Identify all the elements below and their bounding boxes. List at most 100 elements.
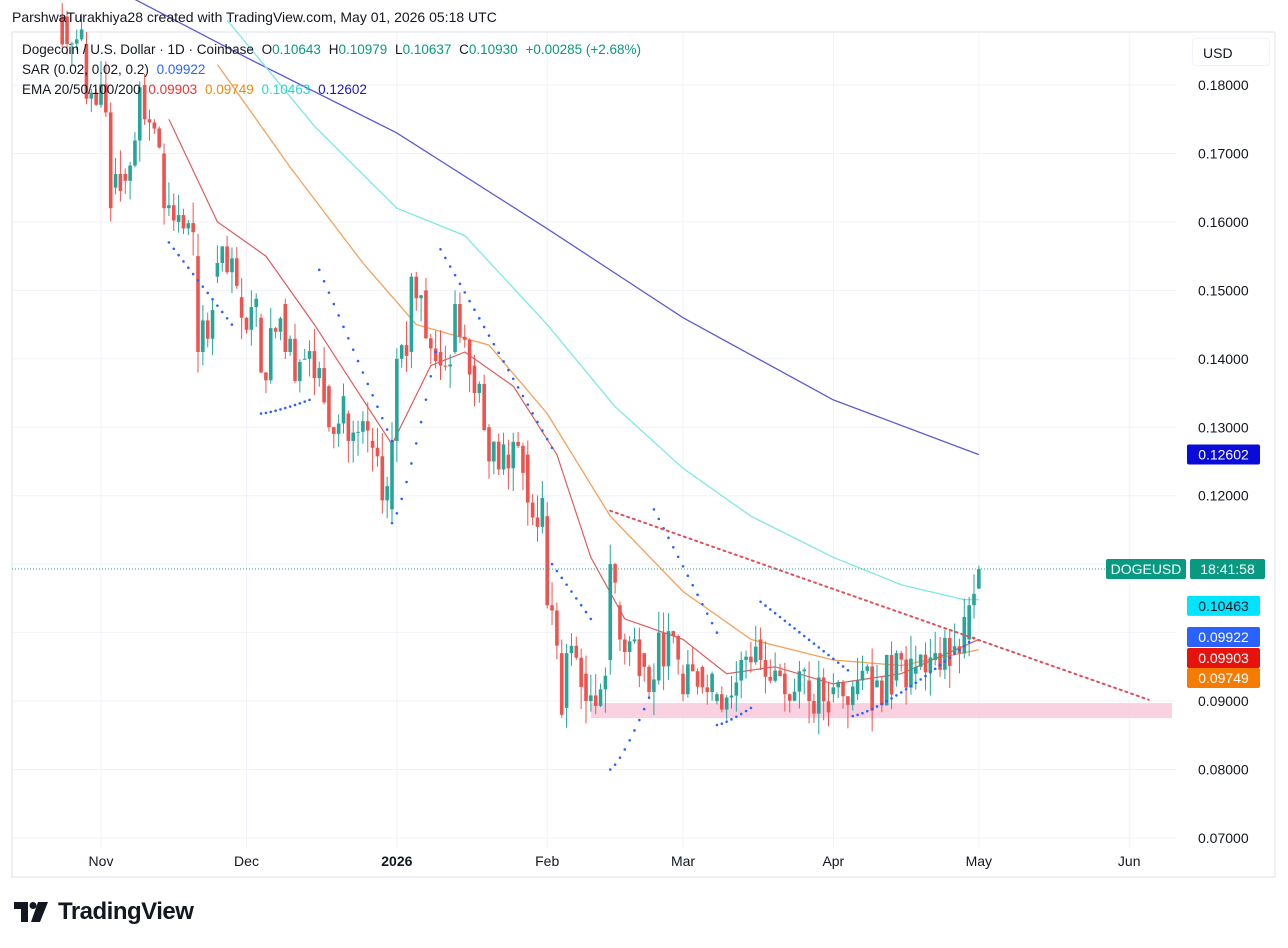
candle-down	[593, 695, 598, 706]
candle-up	[739, 659, 743, 681]
candle-up	[632, 639, 637, 642]
sar-dot	[836, 661, 840, 664]
sar-dot	[511, 377, 515, 381]
candle-down	[516, 441, 520, 446]
candle-down	[496, 441, 501, 470]
candle-down	[889, 654, 894, 695]
sar-dot	[492, 342, 496, 346]
sar-dot	[521, 394, 525, 398]
sar-dot	[448, 265, 452, 268]
candle-down	[438, 351, 443, 366]
candle-down	[506, 454, 511, 469]
candle-down	[559, 653, 564, 715]
candle-down	[487, 427, 491, 462]
ema-label[interactable]: EMA 20/50/100/200	[22, 82, 141, 97]
sar-dot	[293, 403, 297, 407]
candle-up	[598, 689, 603, 706]
sar-dot	[502, 360, 505, 363]
candle-up	[89, 92, 94, 99]
sar-dot	[284, 406, 287, 410]
candle-down	[365, 421, 370, 431]
candle-up	[317, 368, 322, 379]
sar-dot	[225, 316, 229, 320]
sar-dot	[628, 739, 631, 742]
candle-up	[569, 645, 574, 654]
ohlc-close: C0.10930	[459, 42, 518, 57]
symbol-title[interactable]: Dogecoin / U.S. Dollar · 1D · Coinbase	[22, 42, 254, 57]
candle-up	[729, 695, 734, 698]
sar-dot	[846, 668, 850, 672]
sar-dot	[929, 671, 932, 674]
sar-dot	[856, 713, 859, 717]
sar-dot	[764, 604, 767, 607]
sar-dot	[361, 371, 365, 374]
descending-trendline	[609, 509, 1150, 701]
time-tick-label: Nov	[89, 853, 114, 869]
candle-up	[894, 653, 899, 681]
price-scale[interactable]: 0.18000 0.17000 0.16000 0.15000 0.14000 0.130…	[1198, 77, 1249, 846]
candle-up	[977, 568, 981, 589]
sar-dot	[191, 272, 195, 276]
candle-down	[749, 656, 753, 663]
sar-dot	[468, 299, 471, 303]
ema-50-line	[216, 64, 979, 667]
time-scale[interactable]: Nov Dec 2026 Feb Mar Apr May Jun	[89, 853, 1141, 869]
sar-dot	[182, 260, 185, 263]
candle-up	[952, 646, 957, 654]
sar-dot	[308, 398, 311, 402]
sar-dot	[783, 619, 787, 623]
sar-badge: 0.09922	[1198, 629, 1249, 645]
candle-up	[909, 658, 913, 688]
candle-down	[671, 631, 676, 637]
candle-down	[613, 564, 617, 583]
sar-label[interactable]: SAR (0.02, 0.02, 0.2)	[22, 62, 149, 77]
sar-dot	[773, 611, 777, 615]
currency-button[interactable]: USD	[1192, 38, 1270, 66]
candle-down	[768, 676, 773, 681]
candle-up	[608, 564, 613, 660]
candle-down	[807, 680, 811, 702]
candle-down	[205, 320, 210, 339]
sar-dot	[220, 310, 224, 314]
candle-up	[666, 631, 671, 667]
candle-down	[550, 605, 554, 611]
sar-dot	[206, 291, 209, 295]
candle-up	[356, 431, 360, 433]
countdown-badge-bg	[1190, 558, 1265, 579]
candle-down	[181, 215, 186, 229]
ema-200-path	[134, 0, 980, 456]
sar-dot	[390, 439, 394, 443]
candles	[60, 3, 981, 735]
candle-up	[302, 358, 307, 360]
sar-dot	[332, 302, 336, 306]
sar-dot	[933, 667, 937, 671]
sar-dot	[327, 291, 331, 294]
sar-dot	[623, 748, 627, 751]
sar-dot	[652, 508, 656, 511]
sar-dot	[453, 273, 457, 277]
sar-dot	[667, 536, 670, 540]
sar-dot	[720, 722, 724, 725]
sar-dot	[536, 420, 539, 424]
sar-dot	[410, 462, 413, 465]
candle-up	[220, 246, 225, 263]
candle-up	[831, 687, 836, 695]
sar-dot	[735, 715, 738, 719]
sar-dot	[948, 656, 952, 660]
ohlc-change: +0.00285 (+2.68%)	[525, 42, 642, 57]
candle-up	[962, 616, 967, 654]
sar-dot	[211, 298, 214, 301]
candle-up	[918, 654, 923, 667]
sar-dots	[167, 241, 976, 771]
sar-dot	[531, 411, 534, 415]
time-tick-label: Jun	[1118, 853, 1141, 869]
symbol-badge: DOGEUSD	[1111, 561, 1182, 577]
tradingview-footer[interactable]: TradingView	[14, 898, 194, 926]
sar-dot	[608, 768, 612, 771]
candle-down	[700, 666, 705, 688]
candle-down	[642, 653, 646, 667]
ema-50-value: 0.09749	[204, 82, 254, 97]
candle-up	[395, 358, 399, 441]
price-tick-label: 0.16000	[1198, 214, 1249, 230]
